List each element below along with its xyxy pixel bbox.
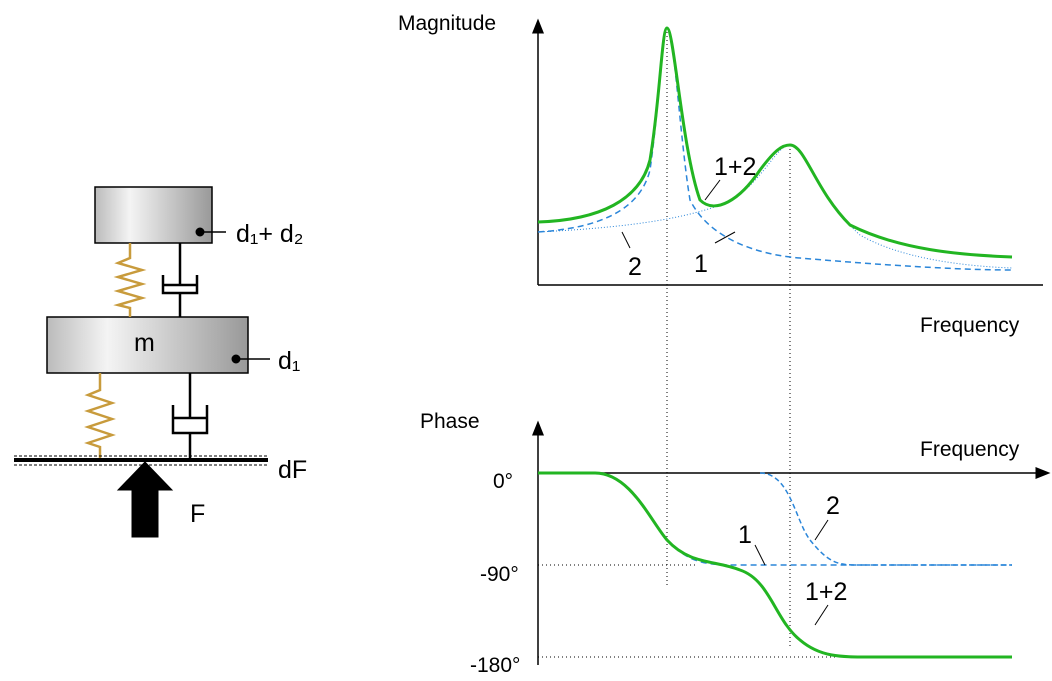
main-mass xyxy=(46,316,249,374)
magnitude-plot xyxy=(532,18,1043,648)
tick-label: 0° xyxy=(493,470,513,493)
mass-label: m xyxy=(134,329,155,357)
axis-label: Frequency xyxy=(920,438,1020,461)
upper-spring xyxy=(113,243,147,317)
force-label: F xyxy=(190,500,205,528)
curve-label: 1 xyxy=(694,250,708,278)
upper-mass xyxy=(94,186,213,244)
force-arrow xyxy=(116,461,174,538)
mechanical-model xyxy=(14,186,270,538)
curve-label: 1+2 xyxy=(714,153,756,181)
curve-1 xyxy=(537,27,1013,271)
curve-label: 1 xyxy=(738,521,752,549)
tick-label: -90° xyxy=(480,563,519,586)
axis-label: Magnitude xyxy=(398,12,496,35)
upper-damper xyxy=(161,243,199,317)
tick-label: -180° xyxy=(470,654,520,676)
lower-spring xyxy=(84,373,116,460)
curve-label: 2 xyxy=(826,492,840,520)
axis-label: Phase xyxy=(420,410,480,433)
upper-label: d₁+ d₂ xyxy=(236,220,304,248)
phase-plot xyxy=(532,420,1051,665)
lower-label: d₁ xyxy=(278,347,300,375)
curve-label: 2 xyxy=(628,253,642,281)
lower-damper xyxy=(171,373,209,460)
axis-label: Frequency xyxy=(920,314,1020,337)
base-label: dF xyxy=(278,456,307,484)
phase-sum xyxy=(538,471,1012,659)
phase-1 xyxy=(538,472,1012,566)
curve-label: 1+2 xyxy=(805,578,847,606)
curve-sum xyxy=(537,26,1013,259)
phase-2 xyxy=(759,472,1012,566)
